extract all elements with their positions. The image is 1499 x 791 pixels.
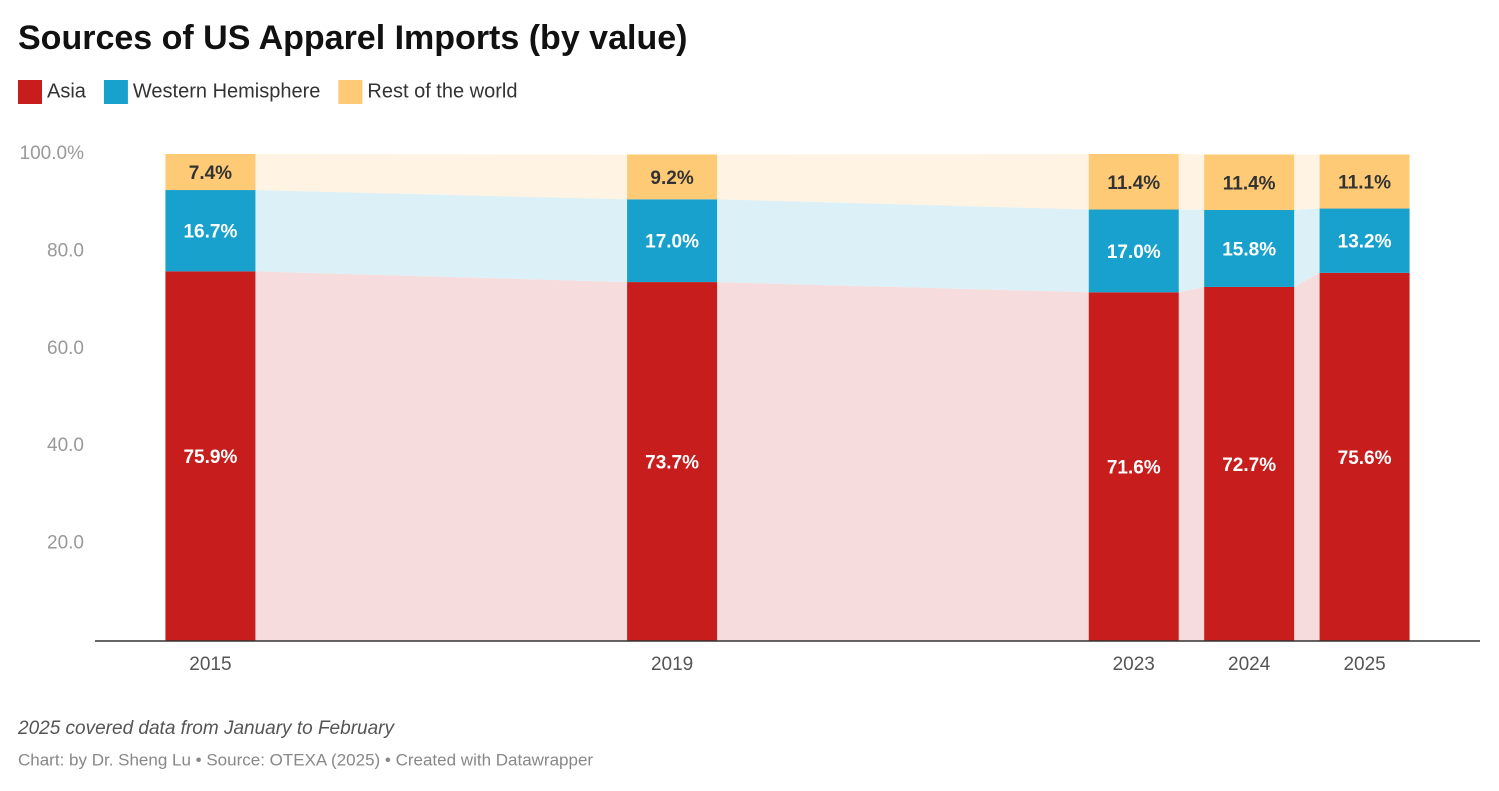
value-label: 73.7% (645, 453, 699, 474)
value-label: 75.9% (183, 447, 237, 468)
bar-segment (165, 271, 256, 641)
value-label: 11.4% (1107, 173, 1160, 194)
band (717, 282, 1089, 641)
x-tick-label: 2024 (1228, 654, 1271, 675)
value-label: 16.7% (183, 222, 237, 243)
y-tick-label: 20.0 (47, 533, 84, 554)
value-label: 75.6% (1338, 448, 1392, 469)
bar-segment (1088, 292, 1179, 641)
x-tick-label: 2025 (1343, 654, 1385, 675)
band (1178, 286, 1205, 641)
bar-segment (1319, 154, 1410, 209)
bar-segment (1319, 208, 1410, 273)
credit: Chart: by Dr. Sheng Lu • Source: OTEXA (… (18, 750, 593, 769)
band (1294, 154, 1320, 211)
note: 2025 covered data from January to Februa… (17, 718, 395, 739)
x-tick-label: 2019 (651, 654, 693, 675)
value-label: 71.6% (1107, 458, 1161, 479)
bar-segment (1319, 272, 1410, 641)
legend-swatch (338, 80, 363, 104)
band (1294, 272, 1320, 641)
band (717, 199, 1089, 293)
value-label: 9.2% (650, 168, 693, 189)
value-label: 7.4% (189, 163, 232, 184)
value-label: 17.0% (1107, 242, 1161, 263)
band (255, 154, 628, 200)
x-tick-label: 2015 (189, 654, 231, 675)
bar-segment (1088, 209, 1179, 293)
bar-segment (627, 199, 718, 283)
y-tick-label: 40.0 (47, 435, 84, 456)
value-label: 11.1% (1338, 173, 1391, 194)
band (255, 190, 628, 283)
value-label: 17.0% (645, 232, 699, 253)
legend-swatch (18, 80, 42, 104)
value-label: 15.8% (1222, 239, 1276, 260)
value-label: 72.7% (1222, 455, 1276, 476)
value-label: 13.2% (1338, 232, 1392, 253)
value-label: 11.4% (1223, 173, 1276, 194)
y-tick-label: 60.0 (47, 338, 84, 359)
bar-segment (1204, 286, 1295, 641)
band (1294, 208, 1320, 287)
band (255, 271, 628, 641)
bar-segment (1204, 210, 1295, 287)
bar-segment (1088, 154, 1179, 210)
bar-segment (165, 190, 256, 272)
band (1178, 209, 1205, 293)
y-tick-label: 100.0% (20, 143, 85, 164)
bar-segment (165, 154, 256, 191)
legend-label: Asia (47, 80, 87, 102)
chart-title: Sources of US Apparel Imports (by value) (18, 19, 687, 57)
y-tick-label: 80.0 (47, 240, 84, 261)
legend-swatch (103, 80, 128, 104)
legend-label: Western Hemisphere (133, 80, 320, 102)
bar-segment (627, 282, 718, 641)
band (1178, 154, 1205, 211)
bar-segment (1204, 154, 1295, 211)
bar-segment (627, 154, 718, 200)
x-tick-label: 2023 (1113, 654, 1155, 675)
band (717, 154, 1089, 210)
legend-label: Rest of the world (367, 80, 517, 102)
